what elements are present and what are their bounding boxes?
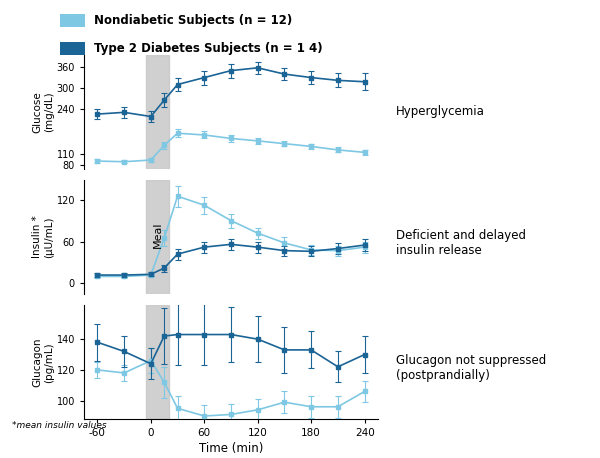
- Text: Hyperglycemia: Hyperglycemia: [396, 105, 485, 118]
- Bar: [146, 180, 169, 294]
- Bar: [146, 305, 169, 419]
- Bar: [146, 55, 169, 169]
- Text: Glucagon not suppressed
(postprandially): Glucagon not suppressed (postprandially): [396, 354, 546, 382]
- Text: Meal: Meal: [152, 221, 163, 248]
- Text: Deficient and delayed
insulin release: Deficient and delayed insulin release: [396, 229, 526, 256]
- Text: Type 2 Diabetes Subjects (n = 1 4): Type 2 Diabetes Subjects (n = 1 4): [94, 42, 323, 55]
- X-axis label: Time (min): Time (min): [199, 442, 263, 455]
- Y-axis label: Glucagon
(pg/mL): Glucagon (pg/mL): [32, 338, 53, 387]
- Y-axis label: Glucose
(mg/dL): Glucose (mg/dL): [32, 91, 53, 133]
- Text: Medscape: Medscape: [15, 437, 97, 451]
- Text: Nondiabetic Subjects (n = 12): Nondiabetic Subjects (n = 12): [94, 14, 292, 27]
- Text: *mean insulin values: *mean insulin values: [12, 421, 107, 431]
- Y-axis label: Insulin *
(μU/mL): Insulin * (μU/mL): [32, 216, 53, 258]
